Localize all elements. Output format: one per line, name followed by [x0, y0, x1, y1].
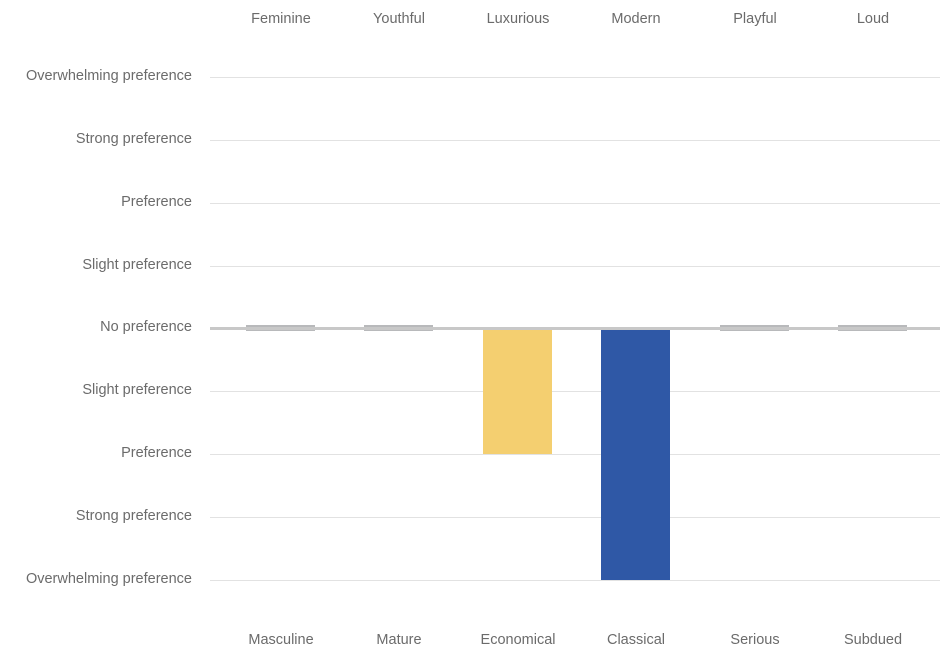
top-label-luxurious: Luxurious: [486, 11, 550, 27]
bottom-label-masculine: Masculine: [248, 632, 314, 648]
y-tick-slight-bottom: Slight preference: [82, 382, 192, 398]
y-tick-preference-top: Preference: [121, 194, 192, 210]
bar-luxurious-economical: [483, 328, 552, 454]
gridline: [210, 580, 940, 581]
y-tick-no-preference: No preference: [100, 319, 192, 335]
bottom-label-subdued: Subdued: [843, 632, 903, 648]
bottom-label-mature: Mature: [376, 632, 422, 648]
bar-modern-classical: [601, 328, 670, 580]
y-tick-strong-top: Strong preference: [75, 131, 192, 147]
top-label-loud: Loud: [856, 11, 890, 27]
gridline: [210, 454, 940, 455]
gridline: [210, 266, 940, 267]
bottom-label-classical: Classical: [606, 632, 666, 648]
bottom-label-serious: Serious: [730, 632, 780, 648]
y-tick-overwhelming-top: Overwhelming preference: [25, 68, 192, 84]
zero-baseline: [210, 327, 940, 330]
top-label-youthful: Youthful: [373, 11, 425, 27]
gridline: [210, 391, 940, 392]
gridline: [210, 203, 940, 204]
y-tick-preference-bottom: Preference: [121, 445, 192, 461]
y-tick-slight-top: Slight preference: [82, 257, 192, 273]
top-label-feminine: Feminine: [251, 11, 311, 27]
y-tick-overwhelming-bottom: Overwhelming preference: [25, 571, 192, 587]
y-tick-strong-bottom: Strong preference: [75, 508, 192, 524]
gridline: [210, 140, 940, 141]
top-label-modern: Modern: [611, 11, 661, 27]
gridline: [210, 517, 940, 518]
top-label-playful: Playful: [733, 11, 777, 27]
gridline: [210, 77, 940, 78]
bottom-label-economical: Economical: [480, 632, 556, 648]
